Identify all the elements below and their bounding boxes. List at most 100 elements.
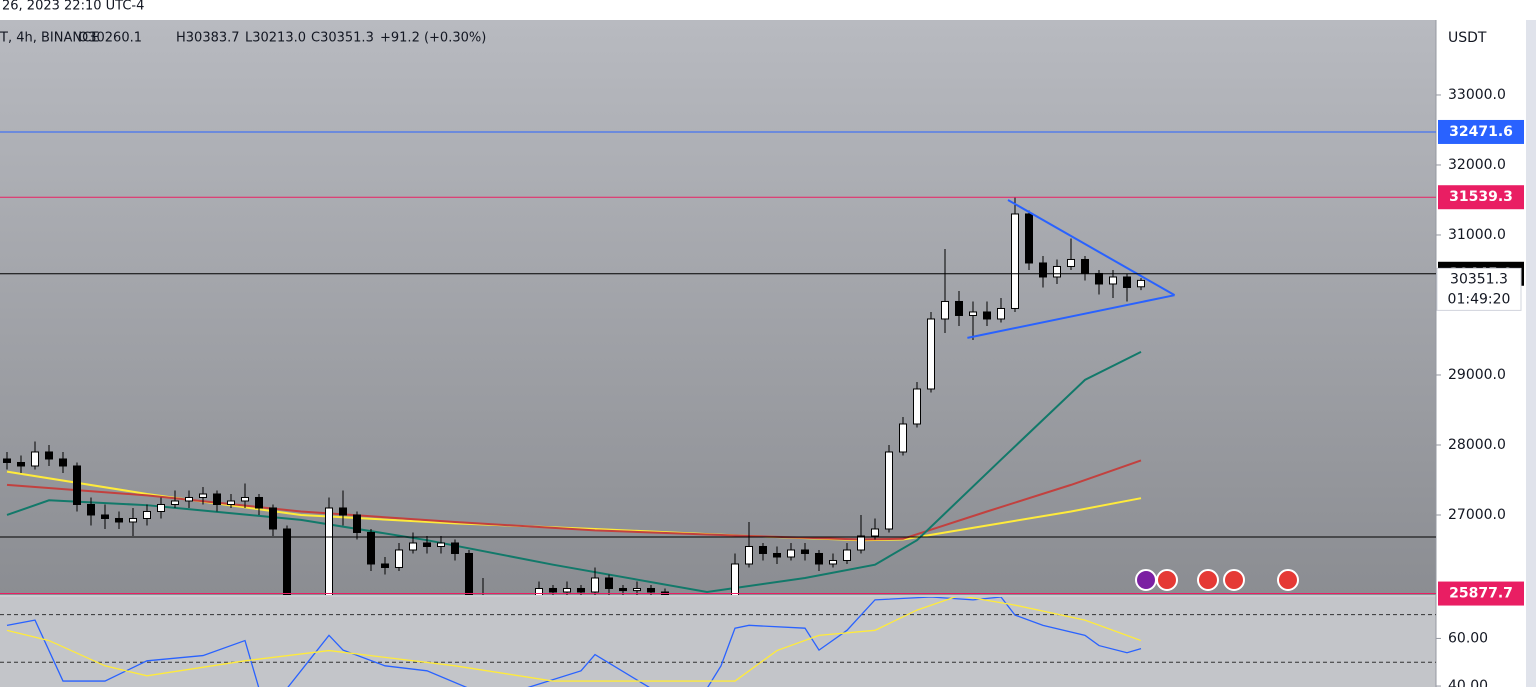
candle-body [17, 461, 25, 467]
y-tick-label: 32000.0 [1448, 157, 1506, 173]
countdown: 01:49:20 [1448, 291, 1511, 307]
candle-body [983, 311, 991, 320]
candle-body [941, 300, 949, 320]
candle-body [997, 307, 1005, 320]
candle-body [3, 458, 11, 463]
candle-body [73, 465, 81, 505]
header: T, 4h, BINANCE O30260.1 H30383.7 L30213.… [0, 31, 486, 46]
candle-body [339, 507, 347, 516]
current-price: 30351.3 [1450, 271, 1508, 287]
event-icons[interactable] [1135, 569, 1299, 591]
timestamp: 26, 2023 22:10 UTC-4 [2, 0, 144, 14]
candle-body [927, 318, 935, 390]
rsi-pane [0, 597, 1436, 687]
rsi-line [6, 597, 1142, 682]
candle-body [31, 451, 39, 467]
event-icon[interactable] [1156, 569, 1178, 591]
candle-body [101, 514, 109, 519]
plot-layer: 33000.0 32000.0 31000.0 29000.0 28000.0 27000… [0, 87, 1524, 687]
y-tick-label: 27000.0 [1448, 507, 1506, 523]
candle-body [843, 549, 851, 561]
candle-body [199, 493, 207, 498]
candle-body [59, 458, 67, 467]
candle-body [913, 388, 921, 425]
candle-body [451, 542, 459, 554]
candle-body [129, 517, 137, 523]
candle-body [1025, 213, 1033, 264]
candle-body [115, 517, 123, 523]
candle-body [269, 507, 277, 530]
candle-body [283, 528, 291, 595]
candle-body [815, 552, 823, 565]
candle-body [213, 493, 221, 505]
candle-body [731, 563, 739, 595]
candle-body [87, 503, 95, 516]
y-axis-label: USDT [1448, 30, 1487, 46]
candle-body [367, 531, 375, 565]
candle-body [381, 563, 389, 568]
event-icon[interactable] [1135, 569, 1157, 591]
candle-body [759, 545, 767, 554]
candle-body [1081, 258, 1089, 274]
candle-body [605, 577, 613, 589]
y-tick-label: 31000.0 [1448, 227, 1506, 243]
candle-body [871, 528, 879, 537]
rsi-plot [0, 597, 1436, 687]
candle-body [535, 587, 543, 595]
right-border [1526, 20, 1536, 687]
y-tick-label: 33000.0 [1448, 87, 1506, 103]
candle-body [353, 514, 361, 533]
candle-body [1109, 276, 1117, 285]
candle-body [899, 423, 907, 453]
candle-body [465, 552, 473, 595]
candle-body [619, 587, 627, 592]
candle-body [969, 311, 977, 316]
ohlc-low: L30213.0 [245, 31, 306, 46]
symbol: T, 4h, BINANCE [0, 31, 99, 46]
candle-body [1123, 276, 1131, 288]
current-price-box [1436, 267, 1522, 311]
y-tick-label: 28000.0 [1448, 437, 1506, 453]
event-icon[interactable] [1223, 569, 1245, 591]
candle-body [577, 587, 585, 593]
candle-body [787, 549, 795, 558]
main-pane [0, 20, 1436, 595]
candle-body [1067, 258, 1075, 267]
candle-body [647, 587, 655, 593]
rsi-tick-label: 60.00 [1448, 630, 1488, 646]
candle-body [1137, 279, 1145, 288]
candle-body [633, 587, 641, 592]
ohlc-open: O30260.1 [78, 31, 142, 46]
event-icon[interactable] [1197, 569, 1219, 591]
change: +91.2 (+0.30%) [380, 31, 486, 46]
candle-body [801, 549, 809, 554]
trendline [1007, 199, 1176, 297]
event-icon[interactable] [1277, 569, 1299, 591]
trendline [967, 294, 1175, 339]
candle-body [227, 500, 235, 505]
candle-body [185, 496, 193, 502]
top-bar [0, 0, 1536, 20]
ohlc-close: C30351.3 [311, 31, 374, 46]
candle-body [549, 587, 557, 593]
rsi-tick-label: 40.00 [1448, 678, 1488, 687]
price-label: 31539.3 [1449, 189, 1513, 205]
candle-body [1011, 213, 1019, 309]
price-label-box [1438, 581, 1524, 606]
candle-body [423, 542, 431, 547]
candle-body [591, 577, 599, 593]
candle-body [157, 503, 165, 512]
y-tick-label: 29000.0 [1448, 367, 1506, 383]
price-label: 25877.7 [1449, 586, 1513, 602]
candle-body [773, 552, 781, 558]
price-label: 32471.6 [1449, 124, 1513, 140]
candle-body [857, 535, 865, 551]
price-label-box [1438, 185, 1524, 210]
main-plot [3, 197, 1176, 595]
candle-body [1095, 272, 1103, 285]
ohlc-high: H30383.7 [176, 31, 240, 46]
candle-body [745, 545, 753, 565]
candle-body [955, 300, 963, 316]
candle-body [829, 559, 837, 565]
